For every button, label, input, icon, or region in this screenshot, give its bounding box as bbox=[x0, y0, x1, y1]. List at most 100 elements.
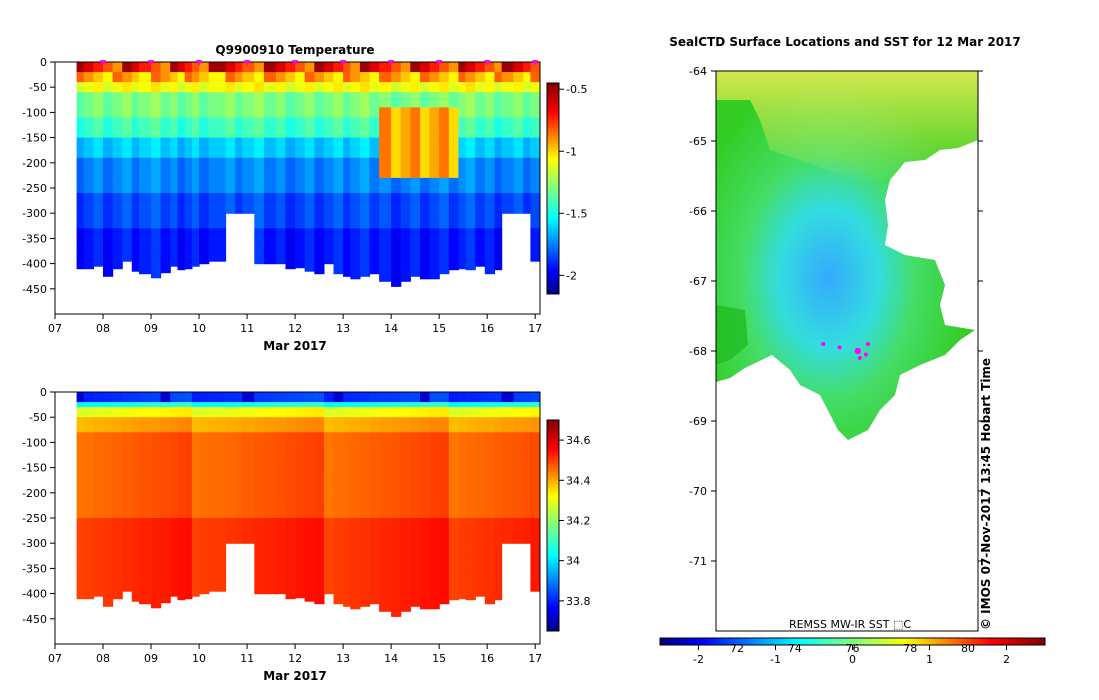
heatmap-cell bbox=[191, 437, 200, 443]
heatmap-cell bbox=[400, 528, 411, 534]
heatmap-cell bbox=[350, 482, 361, 489]
heatmap-cell bbox=[369, 452, 380, 459]
heatmap-cell bbox=[295, 127, 306, 134]
heatmap-cell bbox=[76, 243, 85, 249]
heatmap-cell bbox=[391, 258, 402, 265]
heatmap-cell bbox=[359, 218, 371, 224]
heatmap-cell bbox=[523, 432, 531, 438]
heatmap-cell bbox=[177, 497, 186, 504]
heatmap-cell bbox=[83, 407, 94, 413]
heatmap-cell bbox=[184, 198, 193, 204]
heatmap-cell bbox=[501, 513, 515, 519]
heatmap-cell bbox=[112, 553, 123, 559]
heatmap-cell bbox=[184, 122, 193, 129]
heatmap-cell bbox=[285, 497, 296, 504]
heatmap-cell bbox=[523, 467, 531, 474]
heatmap-cell bbox=[369, 152, 380, 159]
heatmap-cell bbox=[263, 208, 277, 214]
heatmap-cell bbox=[208, 107, 227, 113]
heatmap-cell bbox=[184, 457, 193, 464]
heatmap-cell bbox=[83, 528, 94, 534]
heatmap-cell bbox=[530, 97, 540, 103]
heatmap-cell bbox=[295, 67, 306, 73]
heatmap-cell bbox=[359, 497, 371, 504]
heatmap-cell bbox=[191, 487, 200, 494]
heatmap-cell bbox=[93, 67, 104, 73]
heatmap-cell bbox=[359, 442, 371, 448]
heatmap-cell bbox=[494, 97, 503, 103]
heatmap-cell bbox=[475, 167, 486, 174]
heatmap-cell bbox=[439, 568, 450, 574]
heatmap-cell bbox=[285, 397, 296, 403]
heatmap-cell bbox=[304, 258, 315, 265]
heatmap-cell bbox=[448, 122, 459, 129]
heatmap-cell bbox=[263, 213, 277, 219]
heatmap-cell bbox=[254, 183, 265, 189]
heatmap-cell bbox=[475, 233, 486, 239]
temperature-x-axis: 07 08 09 10 11 12 13 14 15 16 17 bbox=[48, 314, 542, 335]
heatmap-cell bbox=[333, 82, 344, 88]
heatmap-cell bbox=[448, 258, 459, 265]
heatmap-cell bbox=[112, 427, 123, 433]
heatmap-cell bbox=[191, 177, 200, 184]
heatmap-cell bbox=[523, 397, 531, 403]
heatmap-cell bbox=[83, 248, 94, 255]
heatmap-cell bbox=[530, 172, 540, 179]
heatmap-cell bbox=[465, 598, 476, 601]
y-tick-label: -200 bbox=[22, 157, 47, 170]
heatmap-cell bbox=[314, 142, 325, 149]
heatmap-cell bbox=[304, 72, 315, 78]
heatmap-cell bbox=[475, 417, 486, 423]
heatmap-cell bbox=[122, 462, 133, 469]
heatmap-cell bbox=[83, 533, 94, 539]
heatmap-cell bbox=[448, 102, 459, 108]
heatmap-cell bbox=[177, 467, 186, 474]
heatmap-cell bbox=[391, 412, 402, 418]
heatmap-cell bbox=[379, 67, 392, 73]
heatmap-cell bbox=[275, 193, 287, 199]
heatmap-cell bbox=[475, 218, 486, 224]
heatmap-cell bbox=[379, 502, 392, 509]
heatmap-cell bbox=[475, 87, 486, 93]
heatmap-cell bbox=[263, 533, 277, 539]
heatmap-cell bbox=[139, 447, 152, 453]
heatmap-cell bbox=[160, 147, 171, 154]
heatmap-cell bbox=[199, 528, 210, 534]
heatmap-cell bbox=[494, 477, 503, 484]
heatmap-cell bbox=[191, 223, 200, 229]
heatmap-cell bbox=[513, 462, 524, 469]
heatmap-cell bbox=[530, 472, 540, 479]
heatmap-cell bbox=[420, 198, 431, 204]
heatmap-cell bbox=[530, 457, 540, 464]
heatmap-cell bbox=[275, 558, 287, 564]
heatmap-cell bbox=[448, 162, 459, 169]
heatmap-cell bbox=[484, 203, 495, 209]
heatmap-cell bbox=[391, 152, 402, 159]
heatmap-cell bbox=[275, 92, 287, 98]
heatmap-cell bbox=[160, 593, 171, 600]
heatmap-cell bbox=[199, 253, 210, 260]
heatmap-cell bbox=[235, 523, 243, 529]
heatmap-cell bbox=[112, 238, 123, 244]
heatmap-cell bbox=[484, 82, 495, 88]
heatmap-cell bbox=[76, 223, 85, 229]
heatmap-cell bbox=[285, 528, 296, 534]
heatmap-cell bbox=[420, 593, 431, 600]
heatmap-cell bbox=[139, 588, 152, 595]
heatmap-cell bbox=[93, 142, 104, 149]
heatmap-cell bbox=[177, 397, 186, 403]
heatmap-cell bbox=[523, 117, 531, 123]
heatmap-cell bbox=[391, 167, 402, 174]
heatmap-cell bbox=[285, 432, 296, 438]
heatmap-cell bbox=[131, 442, 140, 448]
heatmap-cell bbox=[523, 482, 531, 489]
heatmap-cell bbox=[254, 157, 265, 164]
heatmap-cell bbox=[177, 268, 186, 271]
heatmap-cell bbox=[131, 97, 140, 103]
heatmap-cell bbox=[350, 492, 361, 499]
heatmap-cell bbox=[369, 523, 380, 529]
heatmap-cell bbox=[448, 477, 459, 484]
heatmap-cell bbox=[359, 198, 371, 204]
heatmap-cell bbox=[139, 97, 152, 103]
heatmap-cell bbox=[93, 452, 104, 459]
